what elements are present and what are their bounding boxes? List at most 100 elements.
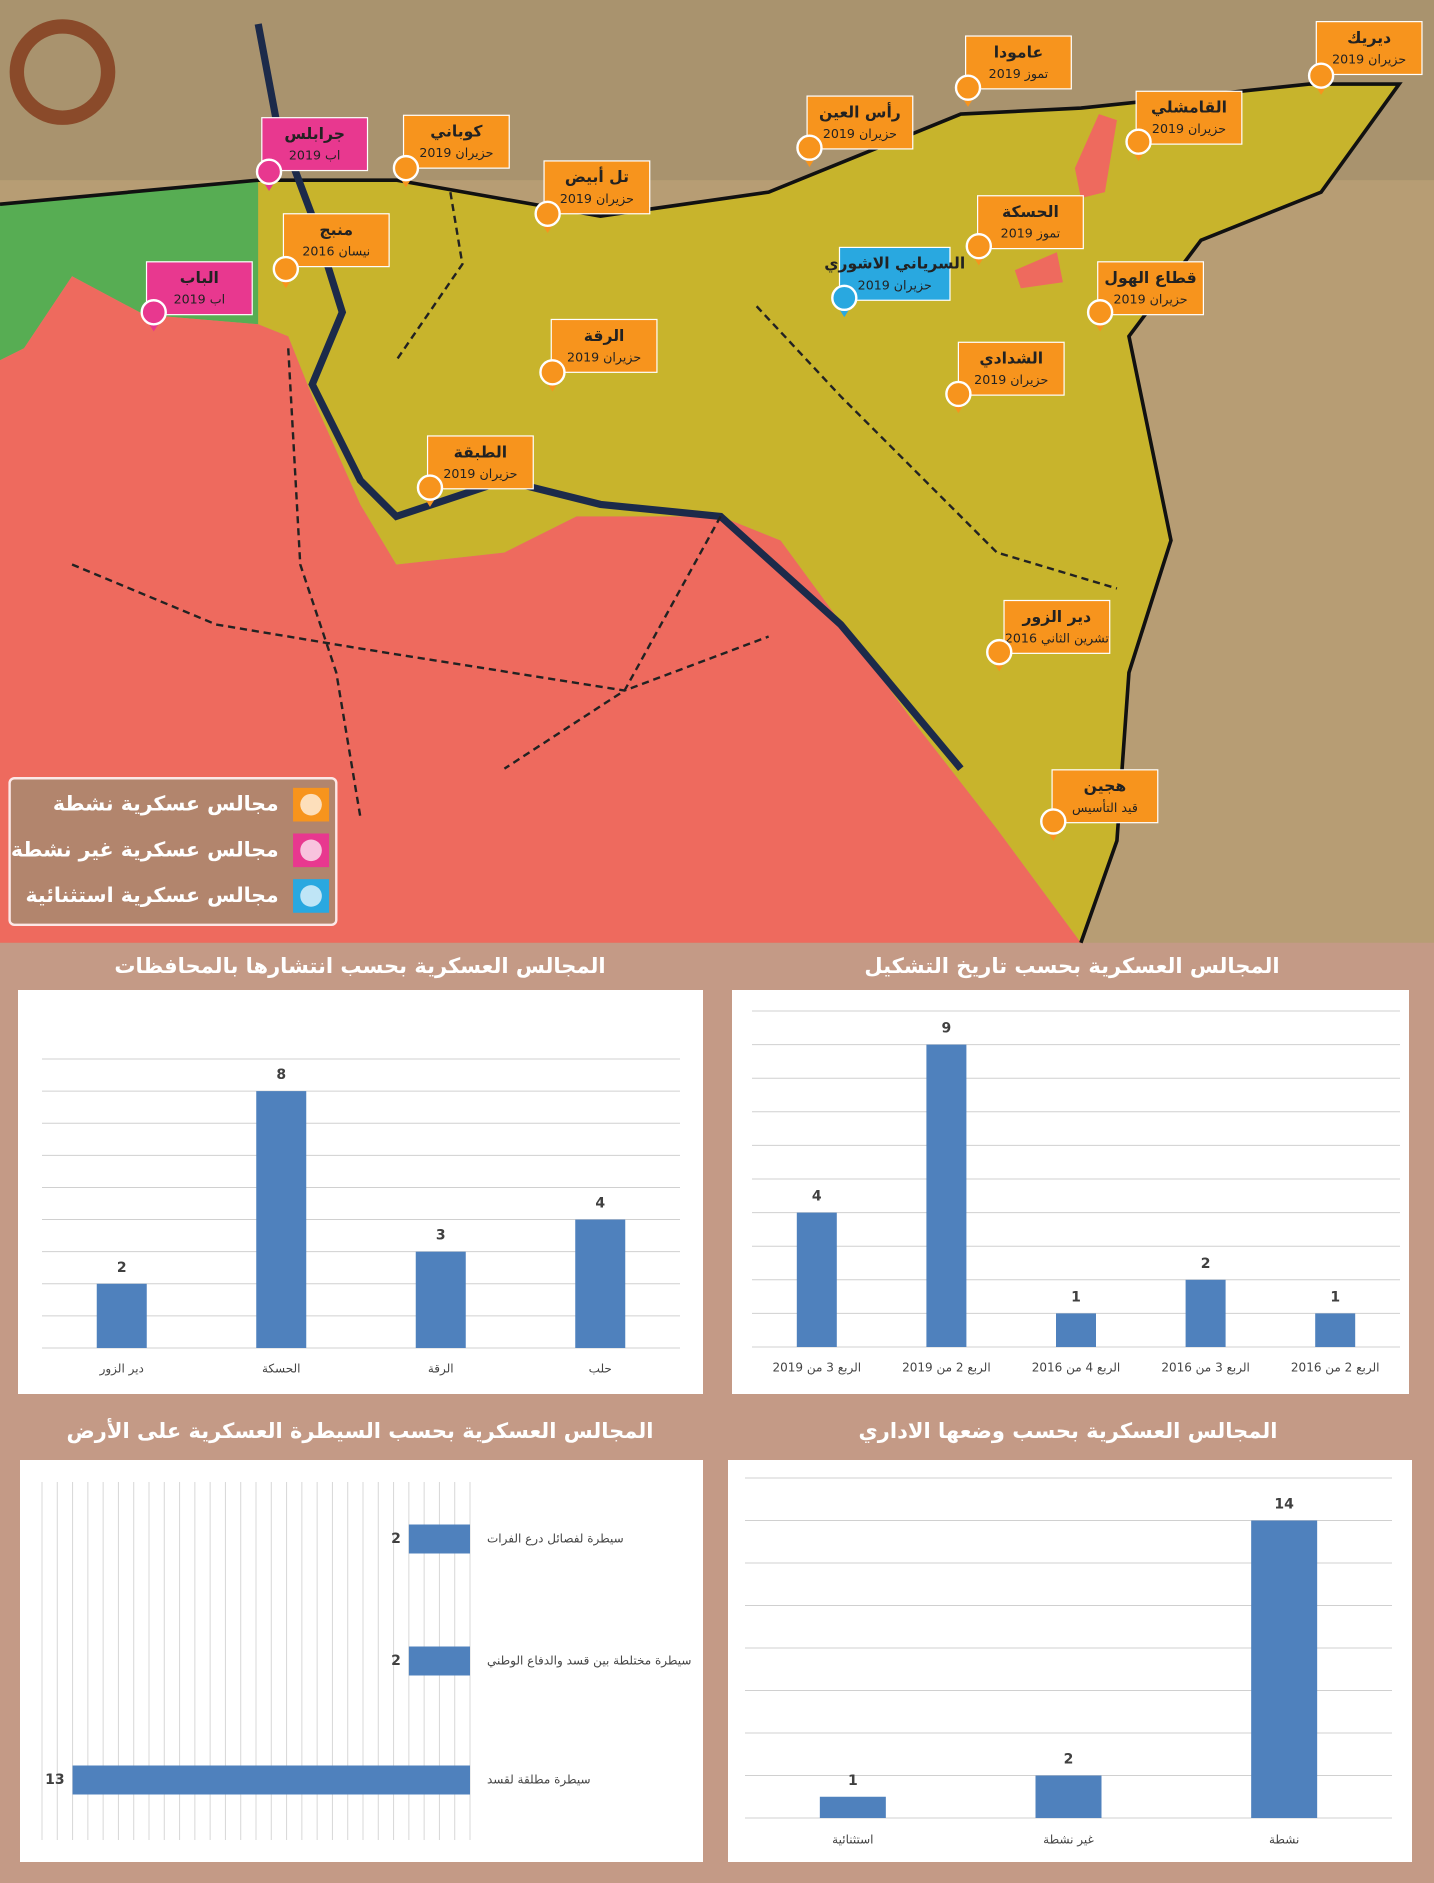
value-label: 1 <box>848 1773 858 1789</box>
region-red-pocket <box>1014 252 1063 289</box>
marker-date: تشرين الثاني 2016 <box>1005 630 1109 646</box>
marker-name: رأس العين <box>819 101 901 121</box>
marker-pin <box>945 380 972 408</box>
legend-label: مجالس عسكرية استثنائية <box>26 883 279 907</box>
bar <box>1185 1279 1226 1347</box>
marker-date: حزيران 2019 <box>974 372 1048 388</box>
value-label: 2 <box>1064 1752 1074 1768</box>
marker-name: جرابلس <box>284 125 345 143</box>
value-label: 8 <box>276 1067 286 1083</box>
admin-boundary <box>71 191 1118 817</box>
bar <box>415 1251 466 1348</box>
marker-name: عامودا <box>994 43 1043 61</box>
marker-pin <box>272 255 300 283</box>
marker-box <box>1051 769 1159 824</box>
x-tick-label: الربع 2 من 2016 <box>1291 1361 1380 1376</box>
legend-label: مجالس عسكرية غير نشطة <box>11 837 279 861</box>
x-tick-label: حلب <box>589 1362 612 1376</box>
y-tick-label: سيطرة مختلطة بين قسد والدفاع الوطني <box>487 1654 691 1669</box>
value-label: 13 <box>45 1772 64 1788</box>
marker-pin <box>392 154 420 182</box>
marker-date: حزيران 2019 <box>1114 292 1188 308</box>
value-label: 14 <box>1274 1497 1294 1513</box>
marker-pin <box>1040 808 1067 835</box>
marker-box <box>426 435 534 490</box>
x-tick-label: غير نشطة <box>1043 1833 1094 1848</box>
chart-title: المجالس العسكرية بحسب وضعها الاداري <box>859 1419 1278 1444</box>
x-tick-label: استثنائية <box>832 1833 873 1847</box>
region-red <box>0 276 1081 943</box>
border <box>0 82 1403 944</box>
marker-date: حزيران 2019 <box>858 277 932 293</box>
marker-pin <box>831 284 858 312</box>
marker-pin <box>1086 299 1114 326</box>
bar <box>1056 1313 1096 1347</box>
marker-date: اب 2019 <box>289 148 340 163</box>
chart-title: المجالس العسكرية بحسب تاريخ التشكيل <box>864 954 1279 978</box>
x-tick-label: دير الزور <box>99 1362 144 1377</box>
bar <box>96 1283 147 1348</box>
marker-date: تموز 2019 <box>989 66 1049 82</box>
marker-name: الباب <box>180 269 219 287</box>
marker-name: ديريك <box>1347 29 1391 47</box>
marker-name: هجين <box>1084 777 1126 795</box>
marker-name: القامشلي <box>1151 99 1227 118</box>
x-tick-label: الحسكة <box>262 1362 301 1376</box>
marker-name: الطبقة <box>454 443 508 461</box>
marker-box <box>977 195 1084 250</box>
marker-date: تموز 2019 <box>1001 226 1061 242</box>
bar <box>1315 1313 1356 1347</box>
map: ديريك حزيران 2019 عامودا تموز 2019 القامشلي ح… <box>0 0 1434 944</box>
legend-icon <box>300 885 322 907</box>
marker-date: حزيران 2019 <box>560 191 634 207</box>
marker-pin <box>954 74 982 101</box>
legend-label: مجالس عسكرية نشطة <box>53 792 279 816</box>
marker-pin <box>255 158 283 185</box>
marker-name: قطاع الهول <box>1104 269 1196 287</box>
x-tick-label: الربع 3 من 2019 <box>773 1361 862 1376</box>
marker-name: منبج <box>319 221 353 239</box>
marker-pin <box>534 200 561 227</box>
marker-pin <box>416 474 444 501</box>
value-label: 2 <box>1201 1256 1211 1272</box>
marker-pin <box>539 359 566 386</box>
legend-icon <box>300 793 322 816</box>
marker-box <box>965 35 1072 90</box>
marker-date: حزيران 2019 <box>823 126 897 142</box>
region-red-pocket <box>1074 114 1117 199</box>
marker-name: دير الزور <box>1022 608 1092 626</box>
bar <box>819 1796 886 1818</box>
value-label: 4 <box>812 1189 822 1205</box>
y-tick-label: سيطرة لفصائل درع الفرات <box>487 1532 624 1547</box>
marker-date: حزيران 2019 <box>1152 121 1226 137</box>
marker-box <box>1135 90 1243 145</box>
value-label: 2 <box>391 1531 401 1547</box>
value-label: 2 <box>117 1260 127 1276</box>
chart-title: المجالس العسكرية بحسب انتشارها بالمحافظا… <box>114 954 605 978</box>
value-label: 9 <box>942 1021 952 1037</box>
marker-box <box>1003 599 1111 654</box>
marker-box <box>838 246 951 301</box>
value-label: 4 <box>595 1196 605 1212</box>
marker-name: الشدادي <box>979 350 1043 369</box>
value-label: 2 <box>391 1653 401 1669</box>
value-label: 3 <box>436 1228 446 1244</box>
marker-date: حزيران 2019 <box>1332 52 1406 68</box>
marker-box <box>550 318 658 373</box>
marker-date: قيد التأسيس <box>1072 799 1138 816</box>
marker-date: نيسان 2016 <box>302 244 370 259</box>
bar <box>408 1524 470 1554</box>
marker-date: حزيران 2019 <box>443 466 517 482</box>
marker-box <box>402 114 510 169</box>
y-tick-label: سيطرة مطلقة لقسد <box>487 1773 591 1788</box>
x-tick-label: نشطة <box>1269 1833 1299 1847</box>
marker-box <box>1315 21 1423 76</box>
marker-name: تل أبيض <box>565 166 629 186</box>
marker-name: الرقة <box>584 327 625 345</box>
legend-icon <box>300 839 322 862</box>
bar <box>72 1765 471 1795</box>
marker-pin <box>1125 128 1152 155</box>
bar <box>1035 1775 1102 1818</box>
